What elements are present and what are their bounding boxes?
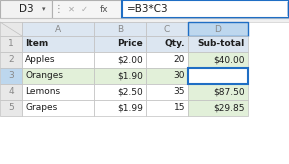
Text: 20: 20 [174, 55, 185, 64]
Bar [22, 36, 94, 52]
Bar [94, 52, 146, 68]
Bar [0, 68, 22, 84]
Text: $29.85: $29.85 [214, 103, 245, 113]
Text: ✓: ✓ [81, 4, 88, 13]
Bar [94, 68, 146, 84]
Text: ▾: ▾ [42, 6, 46, 12]
Text: 2: 2 [8, 55, 14, 64]
Bar [0, 22, 22, 36]
Text: $40.00: $40.00 [214, 55, 245, 64]
Bar [0, 0, 52, 18]
Text: B: B [117, 24, 123, 33]
Bar [122, 0, 289, 18]
Bar [146, 84, 188, 100]
Bar [188, 52, 248, 68]
Text: Grapes: Grapes [25, 103, 57, 113]
Text: A: A [55, 24, 61, 33]
Text: 3: 3 [8, 72, 14, 81]
Polygon shape [288, 2, 289, 16]
Bar [0, 18, 289, 22]
Text: $1.99: $1.99 [117, 103, 143, 113]
Bar [0, 36, 22, 52]
Bar [22, 100, 94, 116]
Bar [22, 22, 94, 36]
Text: $2.00: $2.00 [117, 55, 143, 64]
Bar [94, 36, 146, 52]
Bar [94, 22, 146, 36]
Text: $1.90: $1.90 [117, 72, 143, 81]
Bar [188, 36, 248, 52]
Text: D: D [214, 24, 221, 33]
Text: 1: 1 [8, 40, 14, 49]
Text: D3: D3 [19, 4, 33, 14]
Text: Qty.: Qty. [164, 40, 185, 49]
Bar [188, 100, 248, 116]
Bar [146, 22, 188, 36]
Text: 35: 35 [173, 88, 185, 96]
Text: fx: fx [100, 4, 108, 13]
Text: Oranges: Oranges [25, 72, 63, 81]
Text: Item: Item [25, 40, 48, 49]
Text: $2.50: $2.50 [117, 88, 143, 96]
Text: 4: 4 [8, 88, 14, 96]
Bar [22, 68, 94, 84]
Text: Sub-total: Sub-total [198, 40, 245, 49]
Bar [94, 84, 146, 100]
Text: 30: 30 [173, 72, 185, 81]
Bar [146, 52, 188, 68]
Bar [188, 84, 248, 100]
Bar [146, 36, 188, 52]
Text: $57.00: $57.00 [213, 72, 245, 81]
Bar [0, 52, 22, 68]
Bar [188, 22, 248, 36]
Text: C: C [164, 24, 170, 33]
Bar [22, 84, 94, 100]
Text: 15: 15 [173, 103, 185, 113]
Text: Apples: Apples [25, 55, 55, 64]
Bar [94, 100, 146, 116]
Bar [0, 100, 22, 116]
Bar [52, 0, 122, 18]
Text: ⋮: ⋮ [53, 4, 63, 14]
Bar [146, 68, 188, 84]
Bar [146, 100, 188, 116]
Text: Price: Price [117, 40, 143, 49]
Text: Lemons: Lemons [25, 88, 60, 96]
Bar [22, 52, 94, 68]
Text: 5: 5 [8, 103, 14, 113]
Text: =B3*C3: =B3*C3 [127, 4, 168, 14]
Bar [188, 68, 248, 84]
Text: ✕: ✕ [68, 4, 75, 13]
Bar [0, 84, 22, 100]
Text: $87.50: $87.50 [213, 88, 245, 96]
